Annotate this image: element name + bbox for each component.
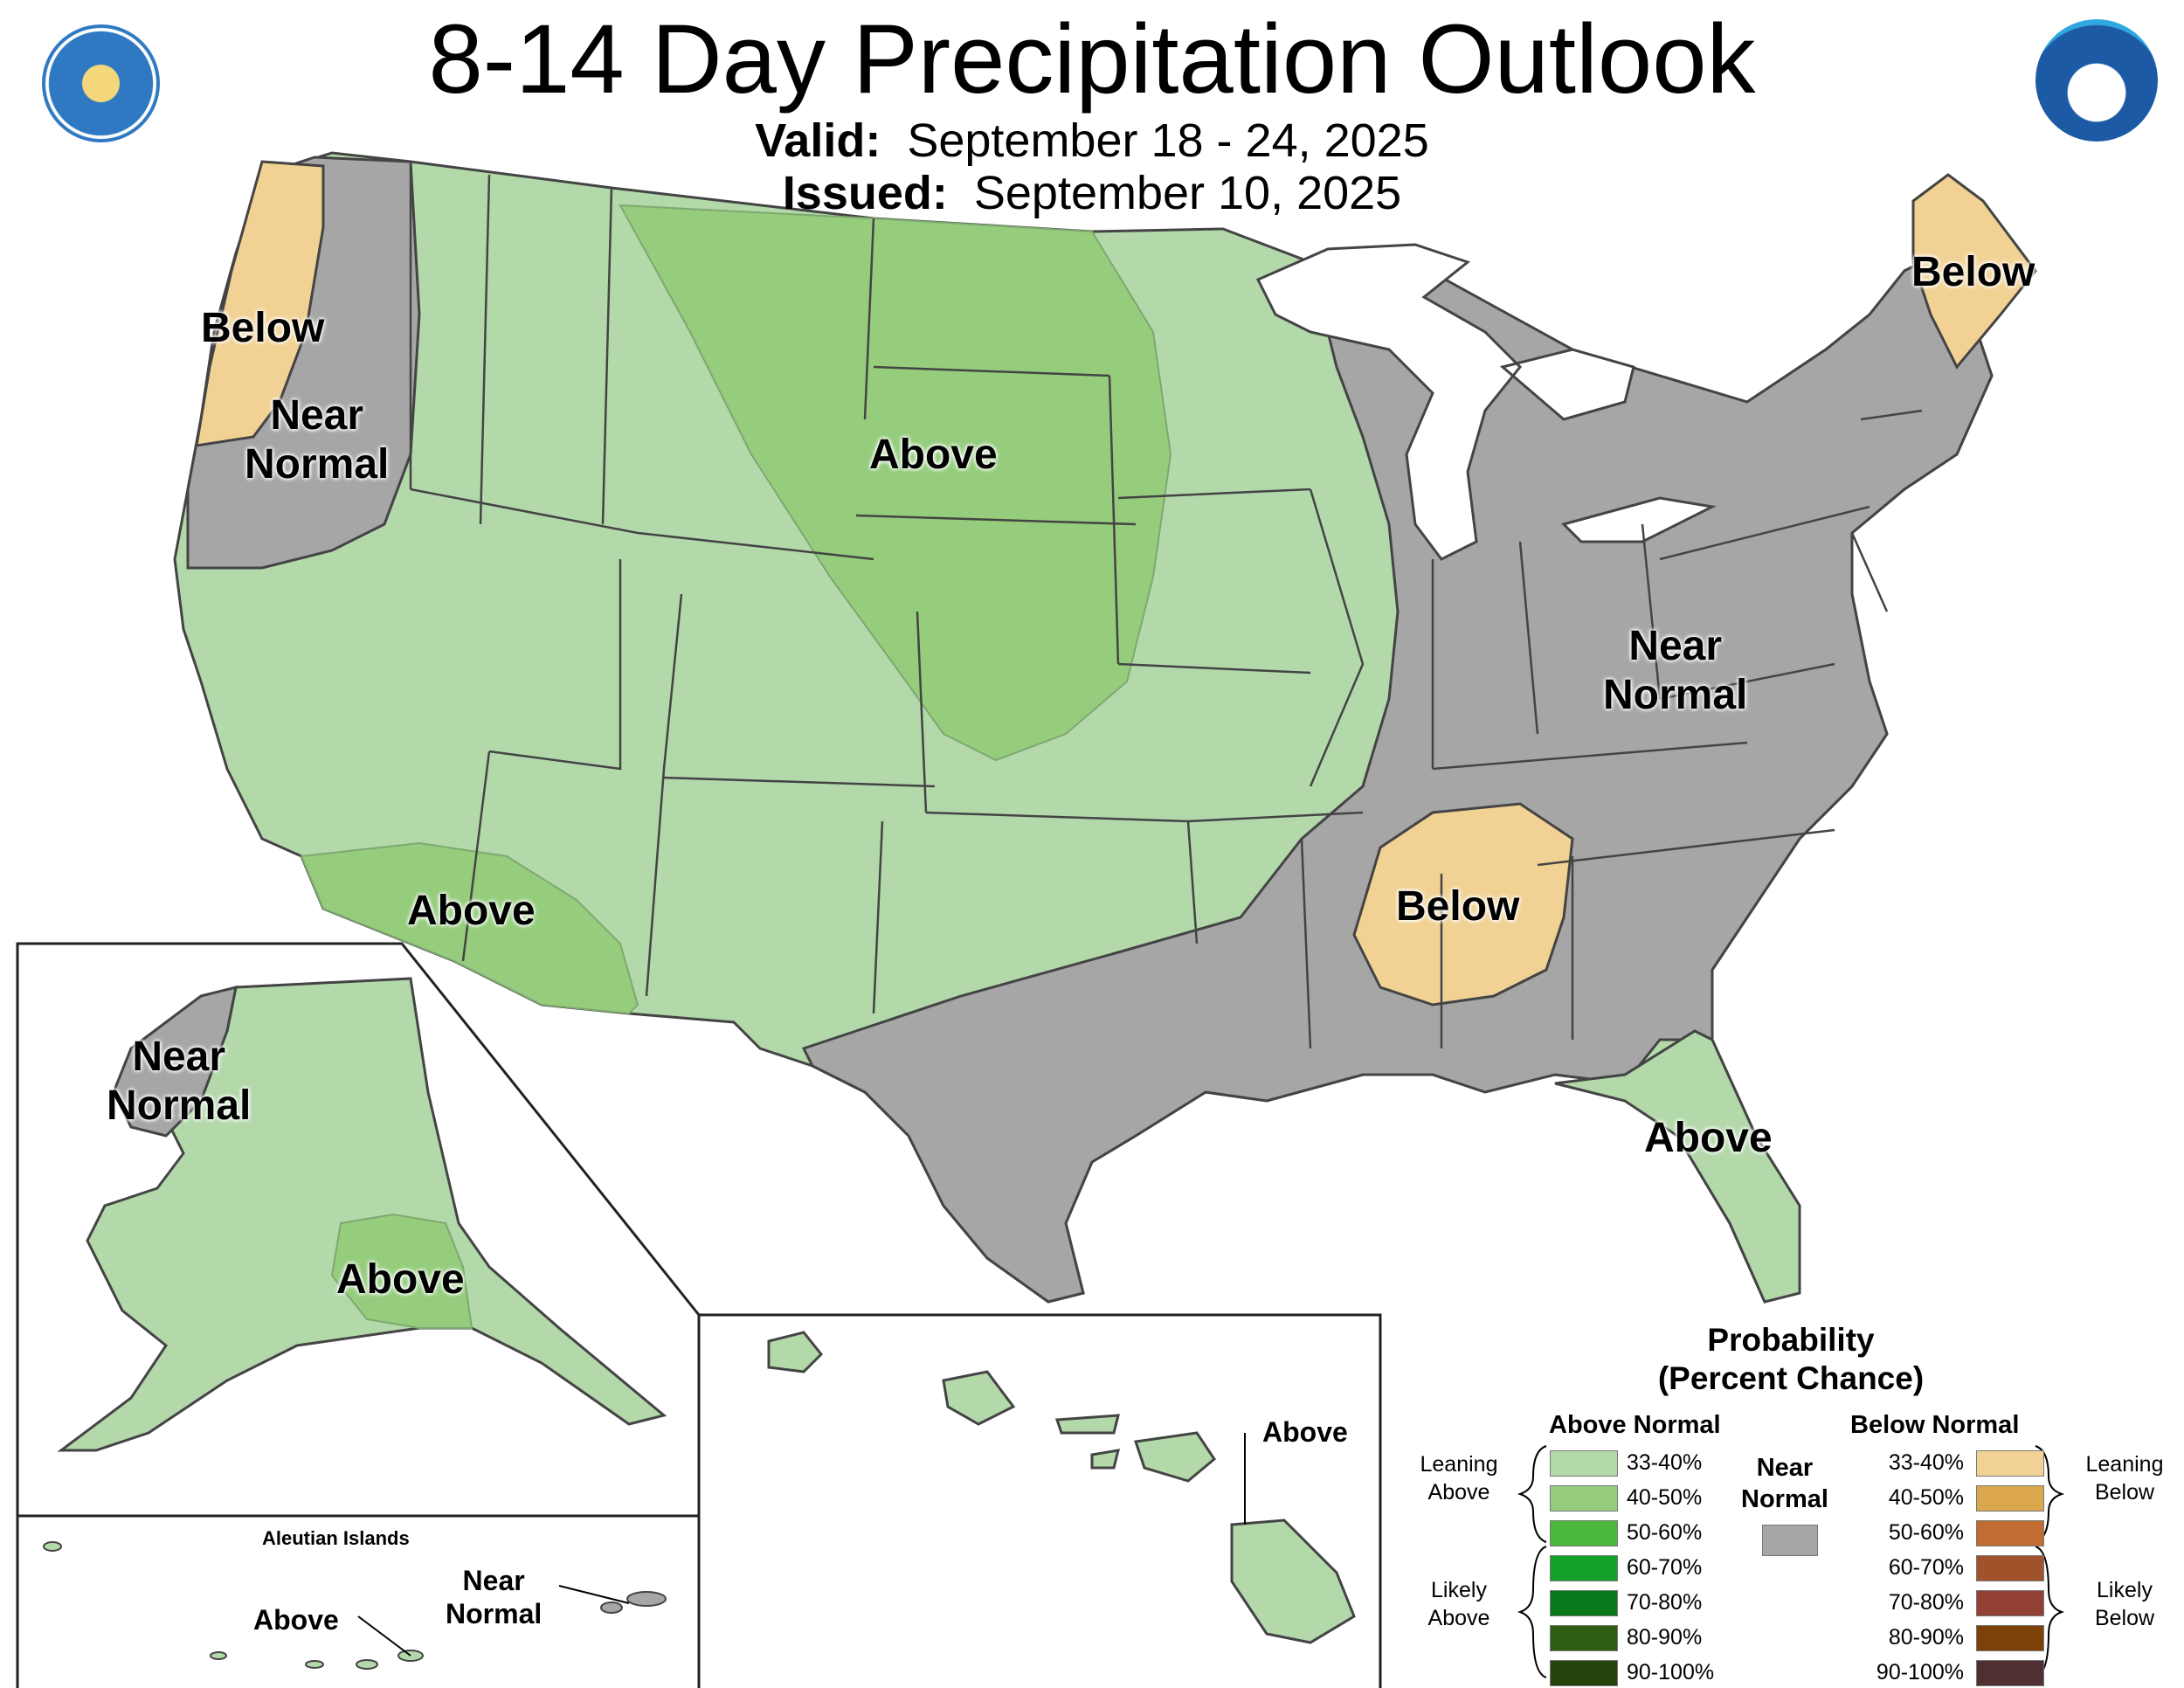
se-below xyxy=(1352,802,1574,1007)
aleutian-frame xyxy=(16,1514,701,1688)
alaska-gray xyxy=(112,985,238,1138)
label-east-near-normal: Near Normal xyxy=(1603,623,1748,718)
above-range-2: 50-60% xyxy=(1627,1520,1703,1545)
noaa-logo-icon xyxy=(2035,19,2158,142)
label-nw-near-normal: Near Normal xyxy=(245,392,390,488)
above-swatch-1 xyxy=(1550,1485,1618,1512)
label-aleutian-title: Aleutian Islands xyxy=(262,1527,410,1549)
issued-label: Issued: xyxy=(782,167,948,219)
issued-line: Issued: September 10, 2025 xyxy=(0,166,2184,220)
label-alaska-near-normal: Near Normal xyxy=(107,1034,252,1129)
label-plains-above: Above xyxy=(869,432,998,478)
legend-title: Probability (Percent Chance) xyxy=(1657,1322,1925,1396)
label-alaska-above: Above xyxy=(336,1256,465,1303)
below-swatch-6 xyxy=(1976,1660,2044,1686)
below-swatch-4 xyxy=(1976,1590,2044,1616)
above-range-4: 70-80% xyxy=(1627,1590,1703,1615)
hawaii-islands xyxy=(767,1331,1356,1644)
legend-leaning-above: Leaning Above xyxy=(1420,1452,1498,1505)
above-range-6: 90-100% xyxy=(1627,1660,1715,1685)
below-swatch-3 xyxy=(1976,1555,2044,1581)
below-swatch-5 xyxy=(1976,1625,2044,1651)
above-swatch-4 xyxy=(1550,1590,1618,1616)
above-swatch-0 xyxy=(1550,1450,1618,1477)
legend-brackets xyxy=(1517,1445,2065,1678)
below-swatch-2 xyxy=(1976,1520,2044,1546)
great-lakes xyxy=(1255,243,1717,561)
alaska-above xyxy=(330,1213,473,1329)
label-southeast-below: Below xyxy=(1396,883,1520,930)
maine-below xyxy=(1911,173,2037,370)
legend-likely-below: Likely Below xyxy=(2094,1578,2155,1630)
above-range-0: 33-40% xyxy=(1627,1450,1703,1475)
below-swatch-0 xyxy=(1976,1450,2044,1477)
above-swatch-6 xyxy=(1550,1660,1618,1686)
below-range-3: 60-70% xyxy=(1888,1555,1964,1580)
legend-near-swatch xyxy=(1762,1525,1818,1556)
label-florida-above: Above xyxy=(1644,1115,1773,1161)
florida-above xyxy=(1554,1029,1801,1304)
plains-above xyxy=(619,204,1172,762)
sw-above xyxy=(300,841,639,1015)
below-swatch-1 xyxy=(1976,1485,2044,1512)
label-southwest-above: Above xyxy=(407,888,536,934)
legend-above-header: Above Normal xyxy=(1549,1411,1721,1439)
label-aleutian-near-normal: Near Normal xyxy=(446,1565,543,1629)
above-swatch-5 xyxy=(1550,1625,1618,1651)
valid-value: September 18 - 24, 2025 xyxy=(907,114,1429,167)
legend-below-header: Below Normal xyxy=(1850,1411,2020,1439)
label-maine-below: Below xyxy=(1911,249,2035,295)
label-aleutian-above: Above xyxy=(253,1604,339,1636)
below-range-1: 40-50% xyxy=(1888,1485,1964,1510)
valid-label: Valid: xyxy=(755,114,881,167)
above-range-1: 40-50% xyxy=(1627,1485,1703,1510)
below-range-0: 33-40% xyxy=(1888,1450,1964,1475)
legend-near-normal: Near Normal xyxy=(1741,1454,1828,1513)
wa-or-below xyxy=(195,160,325,447)
below-range-5: 80-90% xyxy=(1888,1625,1964,1650)
above-swatch-3 xyxy=(1550,1555,1618,1581)
below-range-4: 70-80% xyxy=(1888,1590,1964,1615)
above-range-3: 60-70% xyxy=(1627,1555,1703,1580)
issued-value: September 10, 2025 xyxy=(973,167,1402,219)
alaska-lean-above xyxy=(57,977,667,1452)
above-swatch-2 xyxy=(1550,1520,1618,1546)
legend-likely-above: Likely Above xyxy=(1427,1578,1490,1630)
legend-leaning-below: Leaning Below xyxy=(2085,1452,2164,1505)
above-range-5: 80-90% xyxy=(1627,1625,1703,1650)
state-lines xyxy=(409,162,1923,1049)
aleutian-islands xyxy=(43,1541,667,1670)
valid-line: Valid: September 18 - 24, 2025 xyxy=(0,114,2184,168)
page-title: 8-14 Day Precipitation Outlook xyxy=(428,4,1756,114)
commerce-seal-icon xyxy=(42,24,160,142)
label-hawaii-above: Above xyxy=(1262,1416,1348,1448)
label-west-coast-below: Below xyxy=(201,305,325,351)
below-range-6: 90-100% xyxy=(1876,1660,1964,1685)
below-range-2: 50-60% xyxy=(1888,1520,1964,1545)
